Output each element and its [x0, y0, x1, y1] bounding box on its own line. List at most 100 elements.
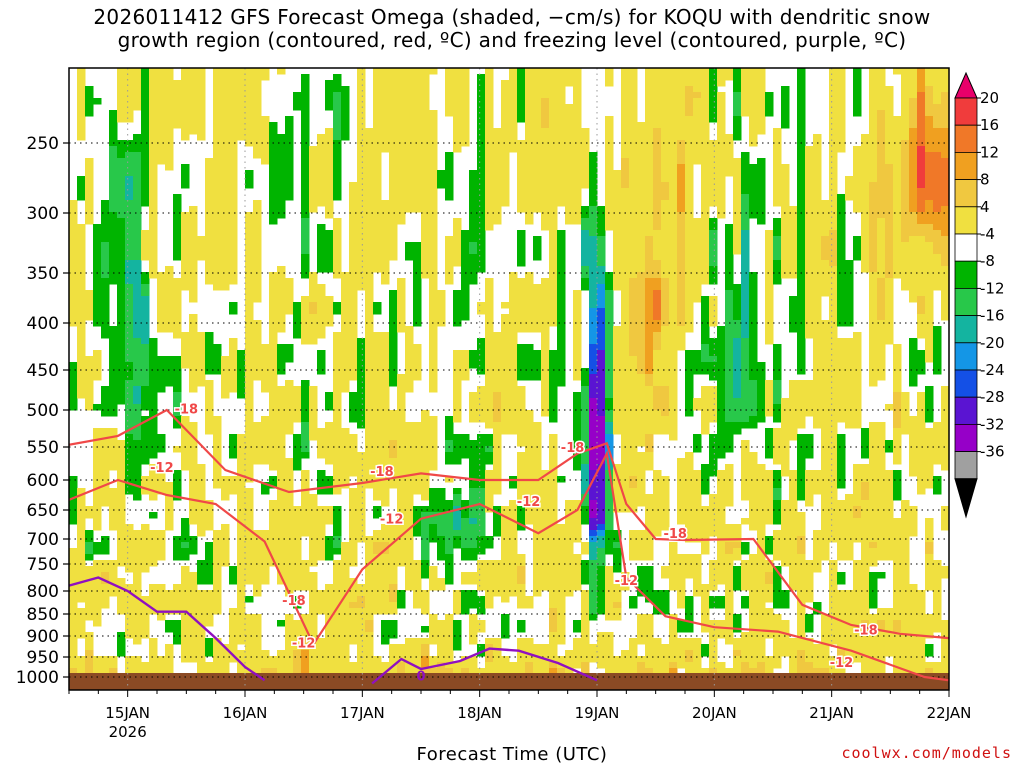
omega-cell — [245, 548, 254, 555]
omega-cell — [229, 488, 238, 495]
omega-cell — [101, 260, 110, 267]
omega-cell — [285, 542, 294, 549]
omega-cell — [213, 242, 222, 249]
omega-cell — [173, 638, 182, 645]
omega-cell — [413, 164, 422, 171]
omega-cell — [197, 566, 206, 573]
omega-cell — [77, 266, 86, 273]
omega-cell — [109, 566, 118, 573]
omega-cell — [613, 398, 622, 405]
omega-cell — [357, 644, 366, 651]
omega-cell — [589, 296, 598, 303]
omega-cell — [549, 626, 558, 633]
omega-cell — [405, 380, 414, 387]
omega-cell — [245, 314, 254, 321]
omega-cell — [413, 200, 422, 207]
omega-cell — [125, 86, 134, 93]
omega-cell — [389, 566, 398, 573]
omega-cell — [149, 668, 158, 675]
omega-cell — [317, 296, 326, 303]
omega-cell — [69, 254, 78, 261]
omega-cell — [101, 296, 110, 303]
omega-cell — [285, 470, 294, 477]
omega-cell — [541, 470, 550, 477]
omega-cell — [581, 488, 590, 495]
omega-cell — [429, 524, 438, 531]
omega-cell — [405, 164, 414, 171]
omega-cell — [525, 122, 534, 129]
omega-cell — [253, 338, 262, 345]
omega-cell — [341, 620, 350, 627]
omega-cell — [381, 590, 390, 597]
omega-cell — [517, 518, 526, 525]
omega-cell — [157, 668, 166, 675]
omega-cell — [533, 356, 542, 363]
omega-cell — [389, 626, 398, 633]
omega-cell — [69, 650, 78, 657]
omega-cell — [93, 224, 102, 231]
omega-cell — [421, 446, 430, 453]
omega-cell — [549, 488, 558, 495]
omega-cell — [229, 74, 238, 81]
omega-cell — [149, 542, 158, 549]
omega-cell — [509, 482, 518, 489]
omega-cell — [469, 236, 478, 243]
omega-cell — [517, 506, 526, 513]
omega-cell — [125, 104, 134, 111]
omega-cell — [117, 326, 126, 333]
omega-cell — [381, 434, 390, 441]
omega-cell — [493, 566, 502, 573]
omega-cell — [533, 158, 542, 165]
omega-cell — [461, 350, 470, 357]
omega-cell — [205, 560, 214, 567]
omega-cell — [301, 320, 310, 327]
omega-cell — [149, 146, 158, 153]
omega-cell — [501, 86, 510, 93]
omega-cell — [565, 164, 574, 171]
omega-cell — [309, 500, 318, 507]
omega-cell — [237, 656, 246, 663]
omega-cell — [125, 620, 134, 627]
omega-cell — [85, 218, 94, 225]
omega-cell — [141, 314, 150, 321]
omega-cell — [333, 638, 342, 645]
omega-cell — [269, 392, 278, 399]
omega-cell — [245, 86, 254, 93]
omega-cell — [389, 374, 398, 381]
omega-cell — [573, 332, 582, 339]
omega-cell — [365, 200, 374, 207]
omega-cell — [197, 368, 206, 375]
omega-cell — [133, 626, 142, 633]
omega-cell — [69, 266, 78, 273]
omega-cell — [221, 206, 230, 213]
omega-cell — [277, 182, 286, 189]
omega-cell — [397, 164, 406, 171]
omega-cell — [109, 122, 118, 129]
omega-cell — [589, 440, 598, 447]
omega-cell — [301, 662, 310, 669]
omega-cell — [349, 350, 358, 357]
omega-cell — [389, 572, 398, 579]
omega-cell — [381, 374, 390, 381]
omega-cell — [461, 662, 470, 669]
omega-cell — [605, 380, 614, 387]
omega-cell — [461, 284, 470, 291]
omega-cell — [149, 188, 158, 195]
omega-cell — [477, 194, 486, 201]
omega-cell — [429, 158, 438, 165]
omega-cell — [181, 362, 190, 369]
omega-cell — [581, 476, 590, 483]
omega-cell — [397, 470, 406, 477]
omega-cell — [429, 332, 438, 339]
omega-cell — [389, 428, 398, 435]
omega-cell — [93, 458, 102, 465]
omega-cell — [205, 350, 214, 357]
omega-cell — [213, 146, 222, 153]
omega-cell — [109, 146, 118, 153]
omega-cell — [413, 566, 422, 573]
omega-cell — [237, 488, 246, 495]
omega-cell — [157, 614, 166, 621]
omega-cell — [157, 434, 166, 441]
omega-cell — [189, 332, 198, 339]
omega-cell — [469, 218, 478, 225]
